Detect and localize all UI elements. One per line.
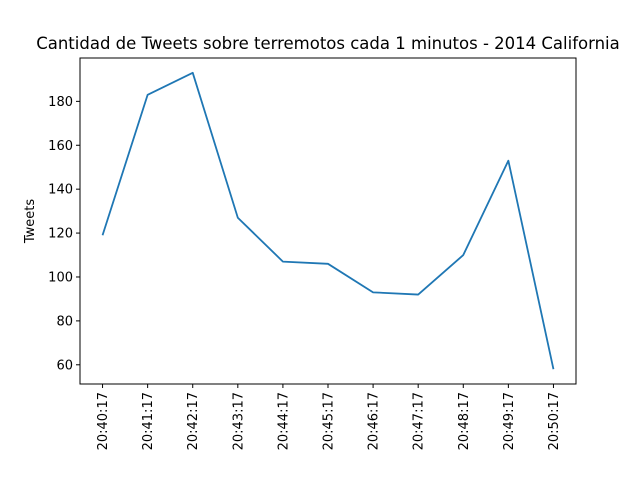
x-tick-label: 20:40:17 <box>96 392 111 450</box>
x-tick-label: 20:43:17 <box>231 392 246 450</box>
y-tick-label: 180 <box>48 95 73 110</box>
x-tick-label: 20:44:17 <box>276 392 291 450</box>
x-tick-label: 20:48:17 <box>457 392 472 450</box>
y-tick-label: 120 <box>48 227 73 242</box>
x-tick-label: 20:46:17 <box>367 392 382 450</box>
y-tick-label: 160 <box>48 139 73 154</box>
y-axis-ticks: 60 80 100 120 140 160 180 <box>48 95 80 373</box>
x-tick-label: 20:42:17 <box>186 392 201 450</box>
y-tick-label: 60 <box>56 358 73 373</box>
series-layer <box>101 71 555 370</box>
x-axis-ticks: 20:40:17 20:41:17 20:42:17 20:43:17 20:44:17… <box>96 384 562 450</box>
y-tick-label: 80 <box>56 314 73 329</box>
chart-title: Cantidad de Tweets sobre terremotos cada… <box>36 34 620 53</box>
x-tick-label: 20:47:17 <box>412 392 427 450</box>
plot-frame <box>79 57 577 385</box>
x-tick-label: 20:45:17 <box>322 392 337 450</box>
y-tick-label: 100 <box>48 270 73 285</box>
y-axis-label: Tweets <box>23 199 38 245</box>
x-tick-label: 20:49:17 <box>502 392 517 450</box>
series-line <box>101 71 555 370</box>
x-tick-label: 20:41:17 <box>141 392 156 450</box>
y-tick-label: 140 <box>48 183 73 198</box>
x-tick-label: 20:50:17 <box>547 392 562 450</box>
